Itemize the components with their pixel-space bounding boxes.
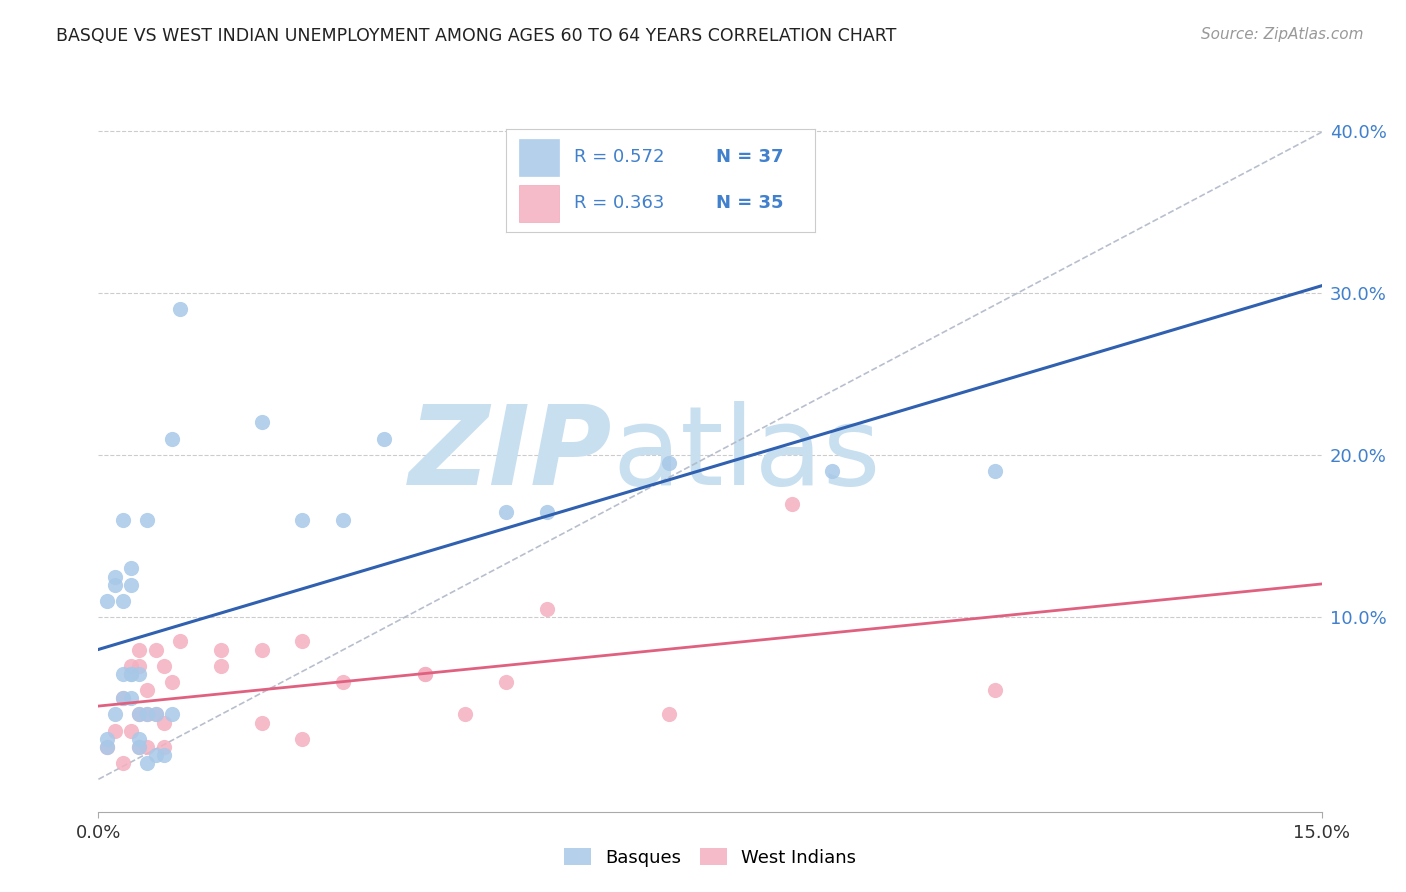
Legend: Basques, West Indians: Basques, West Indians: [557, 841, 863, 874]
Point: [250, 715, 273, 730]
Point: [111, 513, 134, 527]
Point: [111, 594, 134, 608]
Point: [104, 723, 127, 738]
Point: [169, 301, 191, 316]
Text: BASQUE VS WEST INDIAN UNEMPLOYMENT AMONG AGES 60 TO 64 YEARS CORRELATION CHART: BASQUE VS WEST INDIAN UNEMPLOYMENT AMONG…: [56, 27, 897, 45]
Point: [658, 707, 681, 722]
Point: [454, 707, 477, 722]
FancyBboxPatch shape: [519, 138, 558, 176]
Point: [373, 432, 395, 446]
Point: [152, 658, 174, 673]
Point: [332, 513, 354, 527]
Point: [536, 602, 558, 616]
Point: [145, 642, 167, 657]
Point: [128, 707, 150, 722]
Point: [128, 658, 150, 673]
Point: [495, 505, 517, 519]
Point: [821, 464, 844, 478]
Point: [120, 666, 142, 681]
Point: [111, 666, 134, 681]
Point: [128, 666, 150, 681]
Point: [120, 666, 142, 681]
Text: atlas: atlas: [612, 401, 880, 508]
Point: [128, 739, 150, 754]
Point: [160, 432, 183, 446]
Point: [96, 594, 118, 608]
Point: [209, 658, 232, 673]
Point: [104, 569, 127, 583]
Point: [209, 642, 232, 657]
Point: [984, 683, 1007, 698]
Text: N = 35: N = 35: [717, 194, 785, 212]
Point: [291, 731, 314, 746]
Point: [152, 747, 174, 762]
Point: [111, 756, 134, 770]
Point: [413, 666, 436, 681]
Point: [111, 691, 134, 706]
Point: [136, 756, 159, 770]
Point: [120, 577, 142, 591]
Point: [145, 707, 167, 722]
Point: [495, 675, 517, 690]
Point: [104, 577, 127, 591]
Point: [136, 707, 159, 722]
Point: [96, 739, 118, 754]
Point: [160, 675, 183, 690]
Point: [250, 642, 273, 657]
Text: N = 37: N = 37: [717, 148, 785, 166]
Point: [128, 707, 150, 722]
Point: [413, 666, 436, 681]
Point: [120, 658, 142, 673]
Text: Source: ZipAtlas.com: Source: ZipAtlas.com: [1201, 27, 1364, 42]
Point: [128, 731, 150, 746]
Text: R = 0.572: R = 0.572: [574, 148, 665, 166]
Point: [136, 739, 159, 754]
Point: [160, 707, 183, 722]
Point: [128, 739, 150, 754]
Point: [111, 691, 134, 706]
Point: [136, 683, 159, 698]
Point: [332, 675, 354, 690]
Point: [145, 747, 167, 762]
Point: [120, 691, 142, 706]
Point: [96, 731, 118, 746]
Point: [136, 707, 159, 722]
Point: [136, 513, 159, 527]
Point: [291, 513, 314, 527]
Text: R = 0.363: R = 0.363: [574, 194, 665, 212]
Point: [250, 416, 273, 430]
Point: [658, 456, 681, 470]
Point: [128, 642, 150, 657]
Point: [152, 739, 174, 754]
Point: [536, 505, 558, 519]
Point: [145, 707, 167, 722]
Point: [120, 723, 142, 738]
Point: [120, 561, 142, 575]
FancyBboxPatch shape: [519, 185, 558, 221]
Point: [96, 739, 118, 754]
Point: [169, 634, 191, 648]
Point: [291, 634, 314, 648]
Point: [780, 497, 803, 511]
Point: [984, 464, 1007, 478]
Text: ZIP: ZIP: [409, 401, 612, 508]
Point: [104, 707, 127, 722]
Point: [152, 715, 174, 730]
